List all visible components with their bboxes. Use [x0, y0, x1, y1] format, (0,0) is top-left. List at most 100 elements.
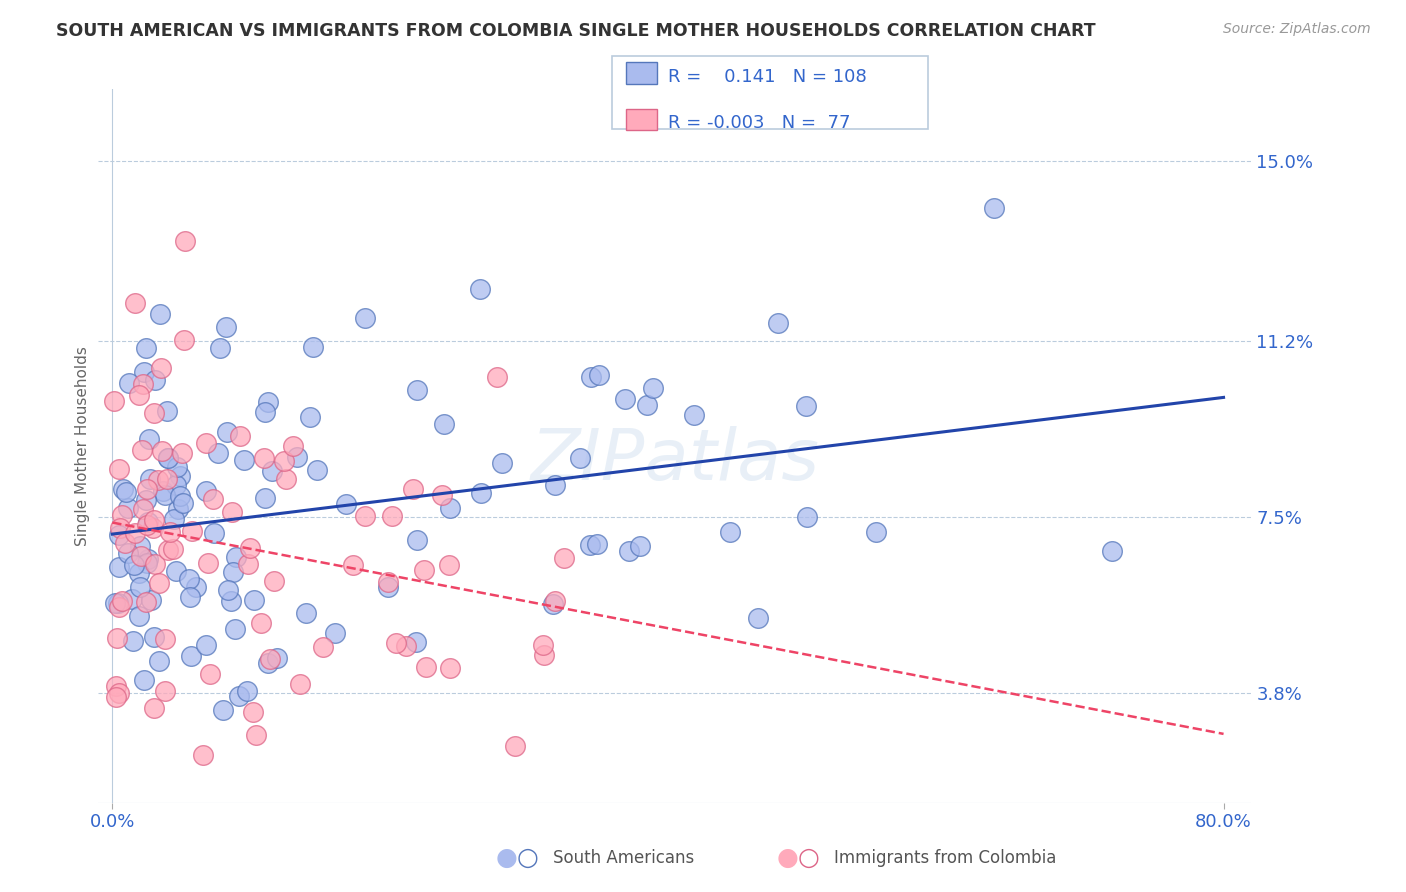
Point [136, 557, 159, 571]
Point [541, 597, 564, 611]
Point [117, 500, 139, 515]
Point [617, 544, 640, 558]
Point [217, 582, 239, 597]
Point [105, 680, 128, 694]
Point [236, 684, 259, 698]
Point [149, 307, 172, 321]
Point [470, 486, 492, 500]
Point [173, 333, 195, 347]
Text: SOUTH AMERICAN VS IMMIGRANTS FROM COLOMBIA SINGLE MOTHER HOUSEHOLDS CORRELATION : SOUTH AMERICAN VS IMMIGRANTS FROM COLOMB… [56, 22, 1095, 40]
Point [179, 590, 201, 604]
Point [129, 549, 152, 563]
Point [124, 525, 146, 540]
Point [131, 443, 153, 458]
Text: ○: ○ [797, 847, 820, 870]
Point [747, 611, 769, 625]
Text: Immigrants from Colombia: Immigrants from Colombia [834, 849, 1056, 867]
Point [132, 502, 155, 516]
Point [122, 634, 145, 648]
Point [263, 574, 285, 588]
Point [132, 365, 155, 379]
Point [195, 484, 218, 499]
Point [128, 609, 150, 624]
Point [720, 524, 742, 539]
Text: South Americans: South Americans [553, 849, 693, 867]
Point [208, 341, 231, 355]
Point [295, 606, 318, 620]
Point [430, 488, 453, 502]
Point [124, 296, 146, 310]
Point [228, 689, 250, 703]
Point [107, 528, 129, 542]
Point [111, 508, 134, 522]
Point [256, 395, 278, 409]
Point [641, 381, 664, 395]
Point [221, 565, 243, 579]
Point [229, 429, 252, 443]
Point [105, 690, 128, 705]
Point [281, 439, 304, 453]
Point [245, 728, 267, 742]
Point [169, 489, 191, 503]
Point [156, 542, 179, 557]
Point [983, 201, 1005, 215]
Point [766, 316, 789, 330]
Point [253, 491, 276, 505]
Point [470, 282, 492, 296]
Point [256, 657, 278, 671]
Point [197, 556, 219, 570]
Text: Source: ZipAtlas.com: Source: ZipAtlas.com [1223, 22, 1371, 37]
Point [148, 654, 170, 668]
Point [150, 444, 173, 458]
Point [311, 640, 333, 655]
Point [163, 512, 186, 526]
Point [260, 464, 283, 478]
Point [302, 340, 325, 354]
Point [124, 558, 146, 572]
Point [385, 636, 408, 650]
Point [683, 408, 706, 422]
Text: ●: ● [495, 847, 517, 870]
Point [285, 450, 308, 465]
Point [148, 576, 170, 591]
Point [103, 394, 125, 409]
Point [162, 541, 184, 556]
Point [108, 600, 131, 615]
Point [232, 453, 254, 467]
Point [439, 661, 461, 675]
Point [342, 558, 364, 573]
Point [1101, 543, 1123, 558]
Point [143, 373, 166, 387]
Point [139, 592, 162, 607]
Point [195, 638, 218, 652]
Point [439, 500, 461, 515]
Point [181, 524, 204, 538]
Point [135, 341, 157, 355]
Point [394, 640, 416, 654]
Point [153, 488, 176, 502]
Point [165, 564, 187, 578]
Point [136, 482, 159, 496]
Point [195, 436, 218, 450]
Point [224, 622, 246, 636]
Point [569, 450, 592, 465]
Point [134, 595, 156, 609]
Point [153, 683, 176, 698]
Point [225, 549, 247, 564]
Point [108, 559, 131, 574]
Point [221, 505, 243, 519]
Point [136, 552, 159, 566]
Point [266, 651, 288, 665]
Point [405, 635, 427, 649]
Point [169, 468, 191, 483]
Point [533, 648, 555, 662]
Point [152, 483, 174, 498]
Point [299, 410, 322, 425]
Point [377, 575, 399, 590]
Point [588, 368, 610, 382]
Point [111, 482, 134, 496]
Point [128, 540, 150, 554]
Point [243, 592, 266, 607]
Point [117, 546, 139, 560]
Point [107, 461, 129, 475]
